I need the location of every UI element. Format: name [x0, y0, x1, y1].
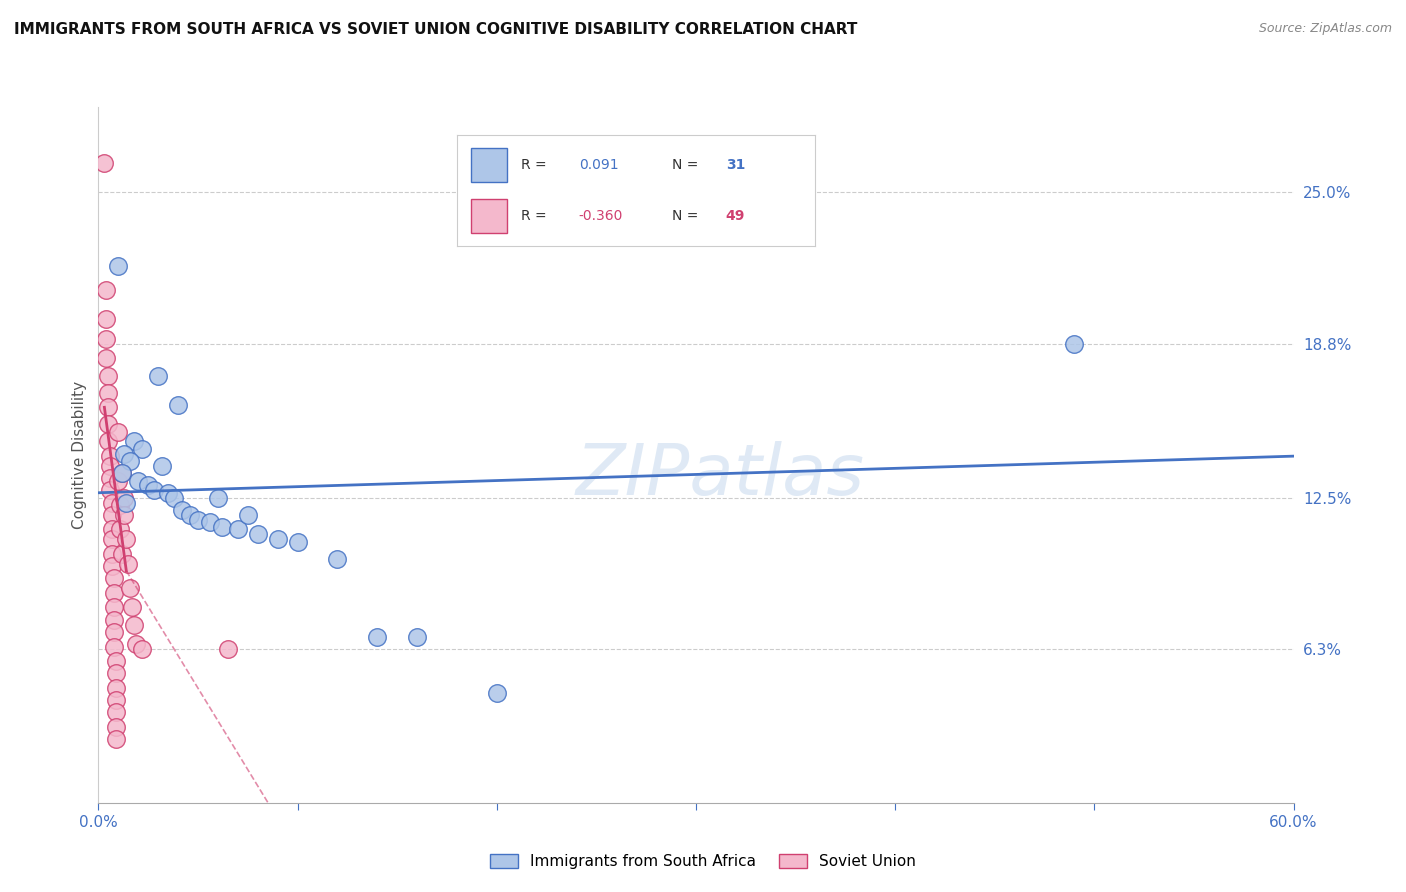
Point: [267, 532, 290, 546]
Point: [167, 398, 190, 412]
Point: [366, 630, 388, 644]
Point: [110, 498, 132, 512]
Point: [172, 503, 194, 517]
Text: Source: ZipAtlas.com: Source: ZipAtlas.com: [1258, 22, 1392, 36]
Point: [105, 681, 128, 695]
Point: [217, 642, 239, 657]
Point: [211, 520, 233, 534]
Point: [163, 491, 186, 505]
Point: [127, 474, 149, 488]
Point: [112, 491, 135, 505]
Point: [198, 515, 221, 529]
Point: [97, 417, 120, 432]
Point: [406, 630, 429, 644]
Point: [124, 617, 146, 632]
Point: [485, 686, 508, 700]
Point: [103, 613, 125, 627]
Y-axis label: Cognitive Disability: Cognitive Disability: [72, 381, 87, 529]
Point: [100, 483, 122, 498]
Point: [131, 642, 153, 657]
Point: [97, 434, 120, 449]
Point: [287, 534, 309, 549]
Point: [111, 467, 134, 481]
Point: [100, 458, 122, 473]
Point: [103, 586, 125, 600]
Point: [150, 458, 173, 473]
Point: [1063, 336, 1085, 351]
Point: [157, 485, 180, 500]
Point: [101, 522, 124, 536]
Point: [148, 368, 170, 383]
Point: [105, 706, 128, 720]
Point: [136, 478, 159, 492]
Point: [124, 434, 146, 449]
Point: [112, 447, 135, 461]
Point: [125, 637, 148, 651]
Point: [107, 474, 129, 488]
Point: [107, 259, 129, 273]
Point: [100, 471, 122, 485]
Point: [105, 720, 128, 734]
Text: ZIPatlas: ZIPatlas: [575, 442, 865, 510]
Point: [96, 283, 118, 297]
Point: [179, 508, 201, 522]
Point: [101, 532, 124, 546]
Point: [93, 156, 115, 170]
Point: [103, 600, 125, 615]
Point: [97, 401, 120, 415]
Point: [246, 527, 269, 541]
Point: [120, 581, 142, 595]
Point: [101, 495, 124, 509]
Point: [103, 624, 125, 639]
Point: [97, 385, 120, 400]
Point: [115, 532, 138, 546]
Point: [226, 522, 249, 536]
Point: [236, 508, 259, 522]
Point: [105, 666, 128, 681]
Point: [105, 732, 128, 747]
Point: [101, 559, 124, 574]
Point: [143, 483, 166, 498]
Point: [131, 442, 153, 456]
Point: [110, 522, 132, 536]
Point: [105, 693, 128, 707]
Text: IMMIGRANTS FROM SOUTH AFRICA VS SOVIET UNION COGNITIVE DISABILITY CORRELATION CH: IMMIGRANTS FROM SOUTH AFRICA VS SOVIET U…: [14, 22, 858, 37]
Legend: Immigrants from South Africa, Soviet Union: Immigrants from South Africa, Soviet Uni…: [484, 848, 922, 875]
Point: [96, 351, 118, 366]
Point: [103, 640, 125, 654]
Point: [96, 332, 118, 346]
Point: [103, 571, 125, 585]
Point: [101, 547, 124, 561]
Point: [107, 425, 129, 439]
Point: [326, 551, 349, 566]
Point: [105, 654, 128, 668]
Point: [112, 508, 135, 522]
Point: [101, 508, 124, 522]
Point: [97, 368, 120, 383]
Point: [96, 312, 118, 326]
Point: [117, 557, 139, 571]
Point: [121, 600, 143, 615]
Point: [115, 495, 138, 509]
Point: [187, 513, 209, 527]
Point: [111, 467, 134, 481]
Point: [120, 454, 142, 468]
Point: [100, 449, 122, 463]
Point: [111, 547, 134, 561]
Point: [207, 491, 229, 505]
